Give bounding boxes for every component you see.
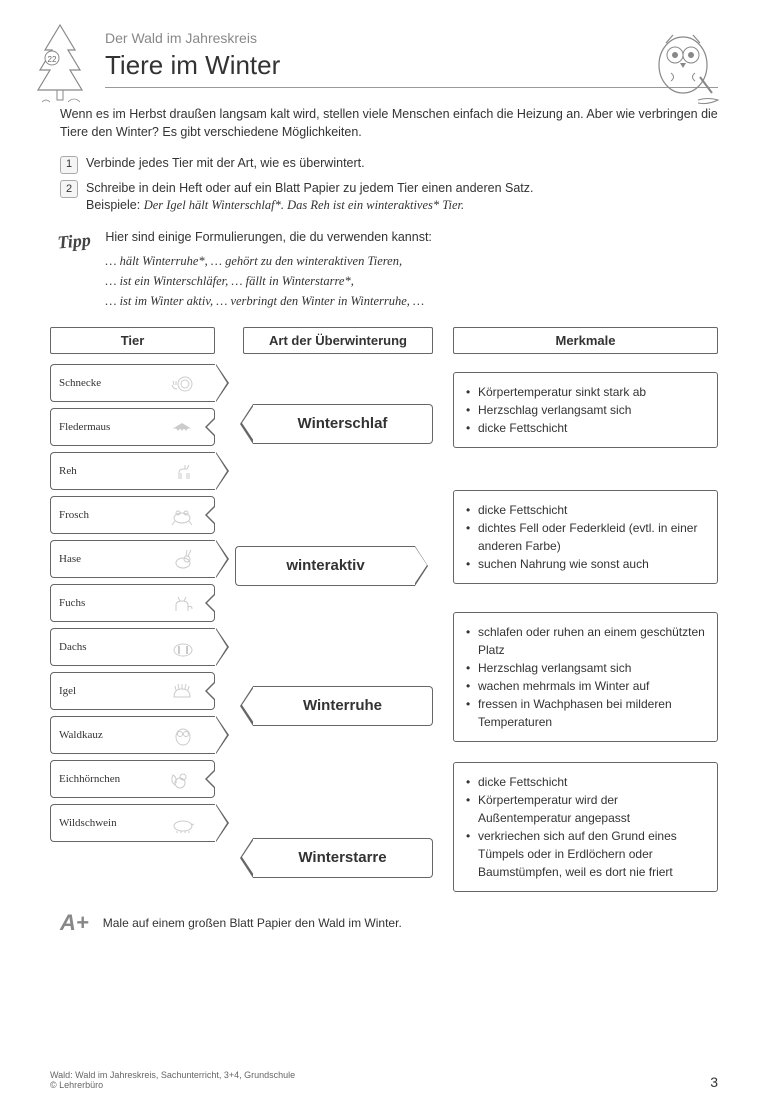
animal-tag-fox[interactable]: Fuchs <box>50 584 215 622</box>
type-text: Winterstarre <box>298 849 386 866</box>
animal-tag-deer[interactable]: Reh <box>50 452 215 490</box>
boar-icon <box>169 811 197 835</box>
aplus-badge-icon: A+ <box>60 910 89 936</box>
column-headers: Tier Art der Überwinterung Merkmale <box>50 327 718 354</box>
intro-paragraph: Wenn es im Herbst draußen langsam kalt w… <box>60 106 718 141</box>
feature-item: suchen Nahrung wie sonst auch <box>466 555 705 573</box>
features-column: Körpertemperatur sinkt stark abHerzschla… <box>453 364 718 892</box>
deer-icon <box>169 459 197 483</box>
type-text: winteraktiv <box>286 557 364 574</box>
animal-tag-owl[interactable]: Waldkauz <box>50 716 215 754</box>
feature-item: schlafen oder ruhen an einem geschützten… <box>466 623 705 659</box>
worksheet-header: 22 Der Wald im Jahreskreis Tiere im Wint… <box>50 30 718 88</box>
animal-label: Reh <box>59 465 77 477</box>
matching-grid: Schnecke Fledermaus Reh Frosch Hase Fuchs Dach… <box>50 364 718 892</box>
feature-item: dicke Fettschicht <box>466 501 705 519</box>
animal-label: Fuchs <box>59 597 85 609</box>
hare-icon <box>169 547 197 571</box>
owl-icon <box>169 723 197 747</box>
hedgehog-icon <box>168 679 196 703</box>
feature-box: dicke FettschichtKörpertemperatur wird d… <box>453 762 718 892</box>
bonus-text: Male auf einem großen Blatt Papier den W… <box>103 916 402 930</box>
col-head-merkmale: Merkmale <box>453 327 718 354</box>
task-item: 1 Verbinde jedes Tier mit der Art, wie e… <box>60 155 718 174</box>
type-text: Winterschlaf <box>298 415 388 432</box>
feature-item: Körpertemperatur wird der Außentemperatu… <box>466 791 705 827</box>
page-footer: Wald: Wald im Jahreskreis, Sachunterrich… <box>50 1070 718 1090</box>
feature-item: verkriechen sich auf den Grund eines Tüm… <box>466 827 705 881</box>
animal-label: Frosch <box>59 509 89 521</box>
animal-tag-squirrel[interactable]: Eichhörnchen <box>50 760 215 798</box>
feature-item: Körpertemperatur sinkt stark ab <box>466 383 705 401</box>
feature-item: Herzschlag verlangsamt sich <box>466 659 705 677</box>
type-label[interactable]: Winterruhe <box>253 686 433 726</box>
tipp-label-icon: Tipp <box>57 229 97 312</box>
feature-item: wachen mehrmals im Winter auf <box>466 677 705 695</box>
frog-icon <box>168 503 196 527</box>
task-text: Schreibe in dein Heft oder auf ein Blatt… <box>86 181 534 195</box>
tipp-section: Tipp Hier sind einige Formulierungen, di… <box>60 227 718 311</box>
animal-label: Wildschwein <box>59 817 117 829</box>
type-text: Winterruhe <box>303 697 382 714</box>
badger-icon <box>169 635 197 659</box>
feature-box: Körpertemperatur sinkt stark abHerzschla… <box>453 372 718 448</box>
feature-box: dicke Fettschichtdichtes Fell oder Feder… <box>453 490 718 584</box>
tipp-intro: Hier sind einige Formulierungen, die du … <box>105 227 432 247</box>
feature-box: schlafen oder ruhen an einem geschützten… <box>453 612 718 742</box>
task-number-badge: 1 <box>60 156 78 174</box>
task-number-badge: 2 <box>60 180 78 198</box>
animal-label: Hase <box>59 553 81 565</box>
animal-label: Eichhörnchen <box>59 773 120 785</box>
tree-icon: 22 <box>30 20 90 110</box>
type-label[interactable]: Winterschlaf <box>253 404 433 444</box>
col-head-tier: Tier <box>50 327 215 354</box>
animal-tag-hare[interactable]: Hase <box>50 540 215 578</box>
animal-label: Schnecke <box>59 377 101 389</box>
feature-item: fressen in Wachphasen bei milderen Tempe… <box>466 695 705 731</box>
animal-label: Waldkauz <box>59 729 103 741</box>
fox-icon <box>168 591 196 615</box>
page-title: Tiere im Winter <box>105 50 718 88</box>
type-label[interactable]: Winterstarre <box>253 838 433 878</box>
animal-tag-boar[interactable]: Wildschwein <box>50 804 215 842</box>
animal-label: Igel <box>59 685 76 697</box>
snail-icon <box>169 371 197 395</box>
animal-tag-bat[interactable]: Fledermaus <box>50 408 215 446</box>
page-badge-number: 22 <box>48 55 57 64</box>
feature-item: dichtes Fell oder Federkleid (evtl. in e… <box>466 519 705 555</box>
task-text: Verbinde jedes Tier mit der Art, wie es … <box>86 155 365 173</box>
task-item: 2 Schreibe in dein Heft oder auf ein Bla… <box>60 180 718 215</box>
series-title: Der Wald im Jahreskreis <box>105 30 718 46</box>
owl-icon <box>638 15 728 115</box>
task-example: Der Igel hält Winterschlaf*. Das Reh ist… <box>144 198 464 212</box>
feature-item: Herzschlag verlangsamt sich <box>466 401 705 419</box>
footer-copyright: © Lehrerbüro <box>50 1080 295 1090</box>
animal-tag-snail[interactable]: Schnecke <box>50 364 215 402</box>
animal-tag-badger[interactable]: Dachs <box>50 628 215 666</box>
type-label[interactable]: winteraktiv <box>235 546 415 586</box>
feature-item: dicke Fettschicht <box>466 773 705 791</box>
bat-icon <box>168 415 196 439</box>
feature-item: dicke Fettschicht <box>466 419 705 437</box>
types-column: Winterschlaf winteraktiv Winterruhe Winters… <box>235 364 433 892</box>
squirrel-icon <box>168 767 196 791</box>
example-label: Beispiele: <box>86 198 140 212</box>
animals-column: Schnecke Fledermaus Reh Frosch Hase Fuchs Dach… <box>50 364 215 892</box>
bonus-task: A+ Male auf einem großen Blatt Papier de… <box>60 910 718 936</box>
animal-tag-hedgehog[interactable]: Igel <box>50 672 215 710</box>
animal-tag-frog[interactable]: Frosch <box>50 496 215 534</box>
task-list: 1 Verbinde jedes Tier mit der Art, wie e… <box>60 155 718 215</box>
col-head-art: Art der Überwinterung <box>243 327 433 354</box>
animal-label: Dachs <box>59 641 87 653</box>
footer-source: Wald: Wald im Jahreskreis, Sachunterrich… <box>50 1070 295 1080</box>
page-number: 3 <box>710 1074 718 1090</box>
tipp-lines: … hält Winterruhe*, … gehört zu den wint… <box>105 251 432 311</box>
animal-label: Fledermaus <box>59 421 110 433</box>
